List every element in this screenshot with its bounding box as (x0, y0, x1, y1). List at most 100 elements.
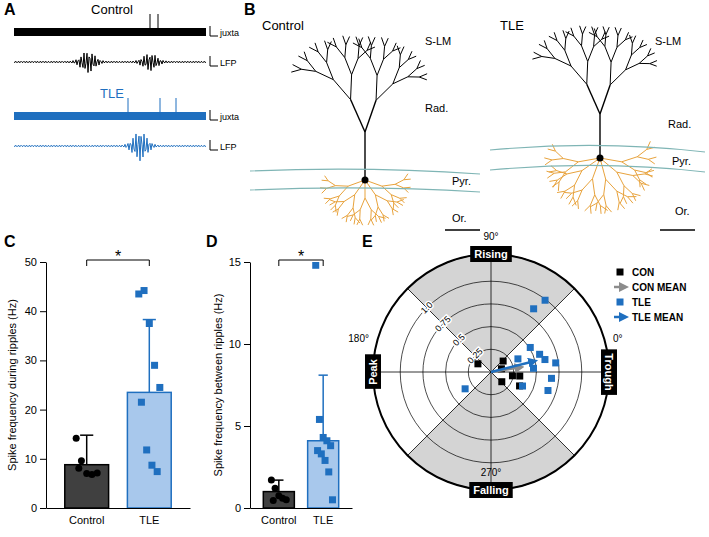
dendrite (606, 27, 609, 35)
dendrite (318, 52, 326, 63)
dendrite (330, 196, 339, 199)
phase-label: Trough (603, 353, 615, 391)
dendrite (566, 162, 579, 172)
dendrite (552, 144, 555, 151)
plot-area (462, 297, 560, 394)
dendrite (606, 206, 611, 212)
dendrite (408, 69, 417, 77)
axis-line (47, 508, 191, 509)
tick-mark (244, 426, 250, 427)
dendrite (597, 37, 605, 47)
tick-mark (40, 360, 46, 361)
significance-label: * (298, 248, 304, 265)
phase-box: Falling (469, 482, 512, 498)
error-line (149, 320, 151, 393)
axis-title: Spike frequency during ripples (Hz) (6, 299, 18, 471)
layer-label: Or. (675, 205, 690, 217)
dendrite (397, 199, 404, 202)
dendrite (392, 209, 393, 215)
axis-line (250, 263, 251, 509)
spike (160, 98, 161, 118)
dendrite (370, 58, 377, 75)
dendrite (588, 47, 594, 62)
point (462, 385, 469, 392)
dendrite (573, 185, 575, 197)
dendrite (404, 179, 411, 181)
point (141, 287, 148, 294)
dendrite (325, 176, 328, 181)
y-axis: 01020304050 (25, 256, 47, 514)
spike (128, 98, 129, 118)
spoke (373, 372, 491, 373)
error-cap (319, 374, 328, 376)
dendrite (395, 180, 404, 185)
dendrite (637, 149, 647, 156)
legend-symbol (614, 286, 625, 289)
point (474, 360, 481, 367)
scale-bar (210, 140, 218, 150)
dendrite (335, 185, 348, 187)
dendrite (358, 46, 359, 59)
point (73, 435, 80, 442)
dendrite (381, 37, 384, 46)
error-line (278, 480, 280, 491)
mean-arrow (491, 361, 534, 372)
dendrite (364, 132, 365, 180)
dendrite (552, 182, 559, 187)
ring-label: 1.0 (419, 300, 435, 316)
point (548, 375, 555, 382)
tick-label: 10 (229, 338, 241, 350)
layer-label: S-LM (425, 35, 451, 47)
bar (263, 492, 294, 508)
tick: 40 (25, 305, 46, 317)
dendrite (600, 205, 607, 210)
dendrite (617, 191, 619, 202)
dendrite (554, 172, 565, 173)
layer-label: Pyr. (452, 175, 471, 187)
dendrite (333, 80, 350, 100)
dendrite (375, 195, 387, 201)
panel-label: A (4, 1, 16, 18)
tick-label: Control (69, 514, 104, 526)
dendrite (604, 179, 606, 194)
axis-line (373, 254, 609, 490)
dendrite (620, 197, 623, 204)
point (94, 470, 101, 477)
dendrite (371, 210, 378, 217)
dendrite (610, 62, 612, 85)
dendrite (565, 185, 575, 191)
dendrite (293, 65, 302, 70)
dendrite (344, 195, 355, 202)
dendrite (371, 37, 375, 45)
dendrite (585, 205, 591, 211)
dendrite (399, 59, 408, 67)
point (519, 383, 526, 390)
plot-area (65, 287, 171, 508)
tick-label: 20 (25, 404, 37, 416)
dendrite (554, 32, 557, 40)
point (318, 450, 325, 457)
dendrite (544, 158, 552, 160)
phase-box: Trough (601, 349, 617, 395)
dendrite (586, 61, 588, 84)
ring-label: 0.75 (433, 314, 452, 333)
dendrite (599, 114, 600, 158)
axis-line (46, 263, 47, 509)
dendrite (393, 203, 395, 209)
dendrite (637, 157, 648, 160)
point (325, 468, 332, 475)
point (509, 372, 516, 379)
dendrite (581, 34, 583, 46)
dendrite (567, 171, 582, 174)
dendrite (582, 26, 585, 34)
phase-box: Rising (470, 246, 512, 262)
axis-title: Spike frequency between ripples (Hz) (212, 294, 224, 477)
dendrite (400, 197, 407, 199)
significance-label: * (115, 248, 121, 265)
dendrite (383, 51, 392, 59)
trace-label: juxta (219, 112, 239, 122)
dendrite (641, 183, 644, 190)
dendrite (371, 215, 375, 220)
dendrite (577, 201, 579, 209)
point (514, 355, 521, 362)
